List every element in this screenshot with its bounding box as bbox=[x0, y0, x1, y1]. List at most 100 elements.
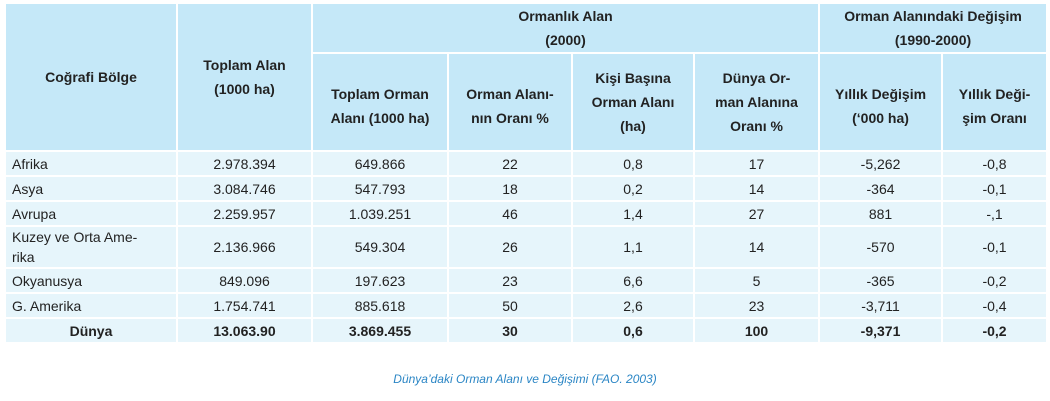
value-cell: 2,6 bbox=[571, 292, 695, 319]
header-text: Orman Alanı bbox=[591, 94, 675, 110]
header-text: Yıllık Değişim bbox=[835, 86, 927, 102]
value-cell: 1.754.741 bbox=[176, 292, 313, 319]
value-cell: 0,8 bbox=[571, 150, 695, 177]
header-text: (1000 ha) bbox=[214, 81, 275, 97]
header-cell: Toplam Alan (1000 ha) bbox=[176, 2, 313, 152]
value-cell: 0,2 bbox=[571, 175, 695, 202]
header-text: (2000) bbox=[545, 32, 586, 48]
table-row: Dünya 13.063.90 3.869.455 30 0,6 100 -9,371 -0,… bbox=[4, 317, 1049, 344]
region-cell: Kuzey ve Orta Ame-rika bbox=[4, 225, 178, 269]
value-cell: 2.978.394 bbox=[176, 150, 313, 177]
header-text: nın Oranı % bbox=[471, 110, 549, 126]
value-cell: 1.039.251 bbox=[311, 200, 449, 227]
table-row: G. Amerika 1.754.741 885.618 50 2,6 23 -3,711-… bbox=[4, 292, 1049, 319]
value-cell: 18 bbox=[447, 175, 573, 202]
value-cell: 2.259.957 bbox=[176, 200, 313, 227]
table-row: Asya 3.084.746 547.793 18 0,2 14 -364 -0,1 bbox=[4, 175, 1049, 202]
value-cell: 197.623 bbox=[311, 267, 449, 294]
header-text: man Alanına bbox=[715, 94, 798, 110]
table-row: Kuzey ve Orta Ame-rika 2.136.966 549.304 26… bbox=[4, 225, 1049, 269]
value-cell: 885.618 bbox=[311, 292, 449, 319]
region-cell: G. Amerika bbox=[4, 292, 178, 319]
region-text: Afrika bbox=[12, 155, 48, 172]
table-body: Afrika 2.978.394 649.866 22 0,8 17 -5,262 -0,8 A… bbox=[4, 150, 1049, 344]
value-cell: 30 bbox=[447, 317, 573, 344]
value-cell: 13.063.90 bbox=[176, 317, 313, 344]
table-wrap: Coğrafi Bölge Toplam Alan (1000 ha) Orman… bbox=[4, 2, 1049, 344]
value-cell: 881 bbox=[818, 200, 944, 227]
value-cell: 5 bbox=[692, 267, 821, 294]
value-cell: 549.304 bbox=[311, 225, 449, 269]
region-cell: Afrika bbox=[4, 150, 178, 177]
value-cell: 547.793 bbox=[311, 175, 449, 202]
header-cell: Orman Alanındaki Değişim (1990-2000) bbox=[818, 2, 1049, 54]
value-cell: -570 bbox=[818, 225, 944, 269]
region-text: rika bbox=[12, 249, 35, 265]
value-cell: -5,262 bbox=[818, 150, 944, 177]
header-cell: Orman Alanı-nın Oranı % bbox=[447, 52, 573, 152]
value-cell: 1,1 bbox=[571, 225, 695, 269]
value-cell: 50 bbox=[447, 292, 573, 319]
header-cell: Kişi Başına Orman Alanı (ha) bbox=[571, 52, 695, 152]
value-cell: 6,6 bbox=[571, 267, 695, 294]
header-row: Coğrafi Bölge Toplam Alan (1000 ha) Orman… bbox=[4, 2, 1049, 152]
header-cell: Dünya Or-man Alanına Oranı % bbox=[692, 52, 821, 152]
region-text: Kuzey ve Orta Ame- bbox=[12, 229, 138, 245]
value-cell: 23 bbox=[447, 267, 573, 294]
value-cell: 649.866 bbox=[311, 150, 449, 177]
header-text: Yıllık Deği- bbox=[958, 86, 1031, 102]
value-cell: -0,1 bbox=[941, 225, 1049, 269]
header-text: Ormanlık Alan bbox=[518, 8, 613, 24]
header-text: (ha) bbox=[620, 118, 646, 134]
header-text: Kişi Başına bbox=[595, 70, 671, 86]
header-text: (1990-2000) bbox=[894, 32, 972, 48]
header-text: şim Oranı bbox=[962, 110, 1027, 126]
value-cell: 27 bbox=[692, 200, 821, 227]
value-cell: 0,6 bbox=[571, 317, 695, 344]
header-text: (‘000 ha) bbox=[852, 110, 909, 126]
value-cell: -,1 bbox=[941, 200, 1049, 227]
header-row: Toplam Orman Alanı (1000 ha) Orman Alanı-… bbox=[5, 52, 1049, 152]
value-cell: 17 bbox=[692, 150, 821, 177]
header-text: Dünya Or- bbox=[722, 70, 791, 86]
table-head: Coğrafi Bölge Toplam Alan (1000 ha) Orman… bbox=[4, 2, 1049, 152]
region-text: Okyanusya bbox=[12, 272, 83, 289]
header-cell: Toplam Orman Alanı (1000 ha) bbox=[311, 52, 449, 152]
header-text: Orman Alanındaki Değişim bbox=[844, 8, 1022, 24]
value-cell: 849.096 bbox=[176, 267, 313, 294]
header-text: Oranı % bbox=[730, 118, 783, 134]
value-cell: 26 bbox=[447, 225, 573, 269]
region-text: Avrupa bbox=[12, 205, 57, 222]
value-cell: -364 bbox=[818, 175, 944, 202]
value-cell: 23 bbox=[692, 292, 821, 319]
caption: Dünya’daki Orman Alanı ve Değişimi (FAO.… bbox=[393, 372, 657, 386]
value-cell: 22 bbox=[447, 150, 573, 177]
forest-table: Coğrafi Bölge Toplam Alan (1000 ha) Orman… bbox=[4, 2, 1049, 344]
value-cell: 2.136.966 bbox=[176, 225, 313, 269]
value-cell: -3,711 bbox=[818, 292, 944, 319]
region-text: Asya bbox=[12, 180, 44, 197]
header-cell: Coğrafi Bölge bbox=[4, 2, 178, 152]
header-cell: Ormanlık Alan (2000) bbox=[310, 2, 821, 54]
header-cell: Yıllık Deği-şim Oranı bbox=[941, 52, 1049, 152]
region-cell: Dünya bbox=[4, 317, 178, 344]
value-cell: -0,1 bbox=[941, 175, 1049, 202]
header-text: Coğrafi Bölge bbox=[45, 69, 137, 85]
table-row: Afrika 2.978.394 649.866 22 0,8 17 -5,262 -0,8 bbox=[4, 150, 1049, 177]
region-text: Dünya bbox=[69, 322, 113, 339]
table-row: Avrupa 2.259.957 1.039.251 46 1,4 27 881 -,1 bbox=[4, 200, 1049, 227]
value-cell: -365 bbox=[818, 267, 944, 294]
value-cell: -0,2 bbox=[941, 267, 1049, 294]
table-row: Okyanusya 849.096 197.623 23 6,6 5 -365 -0,2 bbox=[4, 267, 1049, 294]
header-cell: Yıllık Değişim (‘000 ha) bbox=[818, 52, 944, 152]
value-cell: 14 bbox=[692, 225, 821, 269]
value-cell: -0,4 bbox=[941, 292, 1049, 319]
value-cell: 100 bbox=[692, 317, 821, 344]
header-text: Alanı (1000 ha) bbox=[330, 110, 430, 126]
value-cell: 3.084.746 bbox=[176, 175, 313, 202]
region-cell: Asya bbox=[4, 175, 178, 202]
value-cell: -0,2 bbox=[941, 317, 1049, 344]
header-text: Toplam Orman bbox=[331, 86, 429, 102]
